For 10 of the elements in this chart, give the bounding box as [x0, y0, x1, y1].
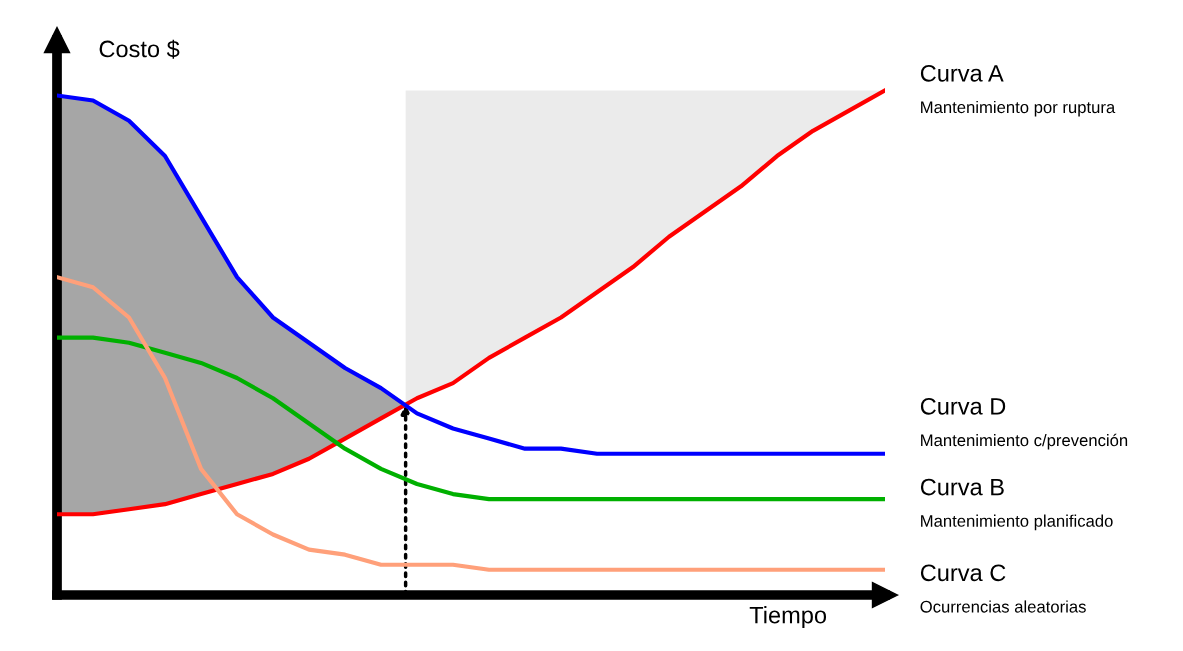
series-label: Curva A [920, 64, 1004, 82]
text: Ocurrencias aleatorias [920, 600, 1086, 613]
text: Curva D [920, 397, 1006, 415]
text: Mantenimiento por ruptura [921, 100, 1116, 117]
series-label: Curva B [920, 478, 1004, 496]
text: Mantenimiento planificado [921, 514, 1113, 531]
x-axis-title: Tiempo [749, 606, 827, 629]
y-axis-title: Costo $ [99, 39, 180, 59]
series-label: Curva C [920, 564, 1006, 582]
text: Mantenimiento c/prevención [921, 433, 1128, 450]
